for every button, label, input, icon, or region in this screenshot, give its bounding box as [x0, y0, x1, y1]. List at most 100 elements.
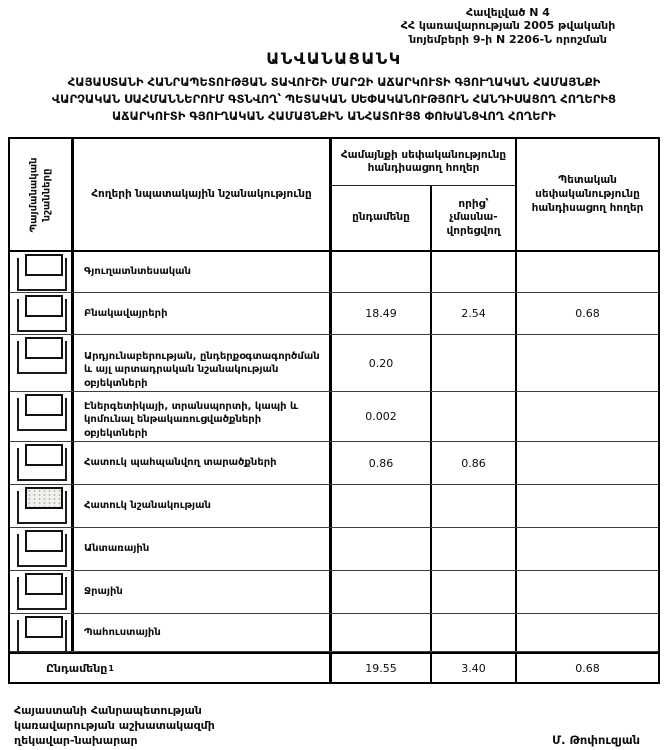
header-community-group: Համայնքի սեփականությունը հանդիսացող հողե…: [332, 139, 517, 251]
legend-swatch: [25, 530, 63, 553]
row-state: 0.68: [575, 307, 600, 321]
legend-symbol-cell: [10, 335, 74, 392]
legend-symbol-cell: [10, 528, 74, 571]
legend-symbol-cell: [10, 614, 74, 654]
row-label: Գյուղատնտեսական: [74, 252, 332, 293]
row-of-which: [432, 528, 517, 571]
total-of-which: 3.40: [432, 654, 517, 683]
subtitle-line: ՀԱՅԱՍՏԱՆԻ ՀԱՆՐԱՊԵՏՈՒԹՅԱՆ ՏԱՎՈՒՇԻ ՄԱՐԶԻ Ա…: [67, 75, 601, 90]
row-label: Հատուկ պահպանվող տարածքների: [74, 442, 332, 485]
legend-swatch: [25, 337, 63, 360]
signatory-line: Հայաստանի Հանրապետության: [14, 704, 202, 718]
annex-line: ՀՀ կառավարության 2005 թվականի: [400, 19, 616, 33]
total-state: 0.68: [575, 661, 600, 675]
legend-symbol-box: [17, 444, 67, 482]
legend-symbol-cell: [10, 293, 74, 335]
table-row: Արդյունաբերության, ընդերքօգտագործման և ա…: [10, 335, 658, 393]
signatory-line: ղեկավար-նախարար: [14, 733, 138, 747]
table-header: Պայմանական նշանները Հողերի նպատակային նշ…: [10, 139, 658, 253]
header-community-label: Համայնքի սեփականությունը հանդիսացող հողե…: [332, 139, 515, 187]
header-total: ընդամենը: [332, 186, 432, 251]
row-label: Արդյունաբերության, ընդերքօգտագործման և ա…: [74, 335, 332, 392]
header-purpose: Հողերի նպատակային նշանակությունը: [74, 139, 332, 251]
total-community: 19.55: [332, 654, 432, 683]
header-symbols-label: Պայմանական նշանները: [28, 157, 52, 233]
page-subtitle: ՀԱՅԱՍՏԱՆԻ ՀԱՆՐԱՊԵՏՈՒԹՅԱՆ ՏԱՎՈՒՇԻ ՄԱՐԶԻ Ա…: [0, 74, 668, 124]
row-total: 0.86: [332, 442, 432, 485]
signatory-name: Մ. Թոփուզյան: [552, 732, 640, 747]
row-state: [517, 571, 658, 613]
row-total: 0.002: [332, 392, 432, 442]
row-state: [517, 614, 658, 651]
table-row: Անտառային: [10, 528, 658, 572]
row-state: [517, 392, 658, 441]
land-table: Պայմանական նշանները Հողերի նպատակային նշ…: [8, 137, 660, 685]
row-of-which: [432, 571, 517, 614]
row-total: 18.49: [332, 293, 432, 335]
legend-symbol-cell: [10, 485, 74, 528]
row-state: [517, 335, 658, 391]
table-row: Էներգետիկայի, տրանսպորտի, կապի և կոմունա…: [10, 392, 658, 443]
legend-symbol-cell: [10, 392, 74, 442]
annex-line: Հավելված N 4: [466, 6, 550, 19]
legend-symbol-box: [17, 254, 67, 292]
footnote-mark: 1: [108, 663, 114, 673]
legend-symbol-box: [17, 295, 67, 333]
legend-symbol-box: [17, 573, 67, 611]
legend-symbol-box: [17, 616, 67, 654]
row-total: [332, 614, 432, 652]
subtitle-line: ԱՃԱՐԿՈՒՏԻ ԳՅՈՒՂԱԿԱՆ ՀԱՄԱՅՆՔԻՆ ԱՆՀԱՏՈՒՅՑ …: [112, 108, 556, 123]
row-label: Բնակավայրերի: [74, 293, 332, 335]
legend-symbol-box: [17, 530, 67, 568]
legend-swatch: [25, 573, 63, 596]
page-title: ԱՆՎԱՆԱՑԱՆԿ: [266, 49, 402, 69]
row-of-which: [432, 392, 517, 442]
row-total: [332, 252, 432, 293]
table-row: Բնակավայրերի 18.49 2.54 0.68: [10, 293, 658, 336]
table-row: Հատուկ պահպանվող տարածքների 0.86 0.86: [10, 442, 658, 486]
legend-symbol-cell: [10, 442, 74, 485]
row-of-which: [432, 252, 517, 293]
legend-symbol-box: [17, 337, 67, 375]
table-row: Պահուստային: [10, 614, 658, 654]
row-label: Հատուկ նշանակության: [74, 485, 332, 528]
row-state: [517, 442, 658, 484]
table-row: Հատուկ նշանակության: [10, 485, 658, 529]
row-label: Ջրային: [74, 571, 332, 614]
legend-symbol-box: [17, 487, 67, 525]
annex-reference: Հավելված N 4 ՀՀ կառավարության 2005 թվակա…: [358, 6, 658, 46]
legend-swatch: [25, 394, 63, 417]
signatory-line: կառավարության աշխատակազմի: [14, 719, 215, 733]
row-total: [332, 571, 432, 614]
row-state: [517, 252, 658, 292]
table-row: Ջրային: [10, 571, 658, 615]
signature-block: Հայաստանի Հանրապետության կառավարության ա…: [14, 704, 640, 749]
annex-line: նոյեմբերի 9-ի N 2206-Ն որոշման: [409, 32, 607, 46]
legend-swatch: [25, 254, 63, 277]
row-of-which: 0.86: [432, 442, 517, 485]
legend-symbol-cell: [10, 571, 74, 614]
row-label: Պահուստային: [74, 614, 332, 652]
row-of-which: [432, 614, 517, 652]
legend-swatch: [25, 444, 63, 467]
table-total-row: Ընդամենը 1 19.55 3.40 0.68: [10, 652, 658, 683]
total-label-text: Ընդամենը: [46, 661, 108, 675]
legend-symbol-cell: [10, 252, 74, 293]
row-state: [517, 485, 658, 527]
subtitle-line: ՎԱՐՉԱԿԱՆ ՍԱՀՄԱՆՆԵՐՈՒՄ ԳՏՆՎՈՂ՝ ՊԵՏԱԿԱՆ ՍԵ…: [51, 91, 617, 106]
signatory-title: Հայաստանի Հանրապետության կառավարության ա…: [14, 704, 215, 749]
legend-symbol-box: [17, 394, 67, 432]
row-of-which: [432, 485, 517, 528]
header-symbols: Պայմանական նշանները: [10, 139, 74, 251]
row-of-which: 2.54: [432, 293, 517, 335]
row-total: [332, 485, 432, 528]
row-label: Էներգետիկայի, տրանսպորտի, կապի և կոմունա…: [74, 392, 332, 442]
legend-swatch: [25, 487, 63, 510]
legend-swatch: [25, 295, 63, 318]
legend-swatch: [25, 616, 63, 639]
header-state: Պետական սեփականությունը հանդիսացող հողեր: [531, 174, 644, 214]
table-row: Գյուղատնտեսական: [10, 252, 658, 294]
row-label: Անտառային: [74, 528, 332, 571]
row-state: [517, 528, 658, 570]
